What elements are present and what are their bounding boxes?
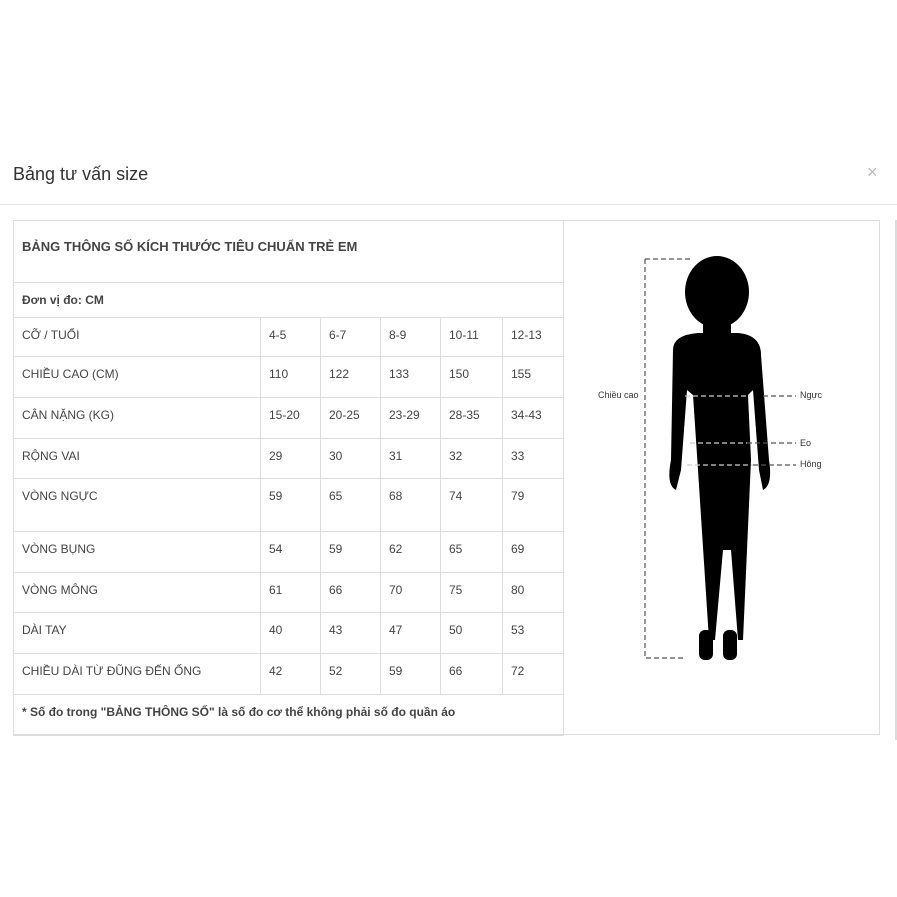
value-cell: 59	[260, 478, 321, 532]
label-waist: Eo	[800, 438, 811, 448]
value-cell: 72	[502, 653, 564, 695]
value-cell: 40	[260, 612, 321, 654]
value-cell: 29	[260, 438, 321, 479]
value-cell: 70	[380, 572, 441, 613]
value-cell: 8-9	[380, 317, 441, 357]
value-cell: 42	[260, 653, 321, 695]
divider	[0, 204, 897, 205]
row-label: DÀI TAY	[13, 612, 261, 654]
value-cell: 12-13	[502, 317, 564, 357]
row-label: VÒNG BỤNG	[13, 531, 261, 573]
value-cell: 34-43	[502, 397, 564, 439]
value-cell: 65	[320, 478, 381, 532]
scrollbar[interactable]	[895, 220, 897, 740]
value-cell: 10-11	[440, 317, 503, 357]
value-cell: 74	[440, 478, 503, 532]
row-label: CHIỀU CAO (CM)	[13, 356, 261, 398]
value-cell: 52	[320, 653, 381, 695]
value-cell: 75	[440, 572, 503, 613]
value-cell: 32	[440, 438, 503, 479]
unit-label: Đơn vị đo: CM	[13, 282, 564, 318]
table-row: CHIỀU CAO (CM) 110 122 133 150 155	[13, 356, 564, 398]
value-cell: 31	[380, 438, 441, 479]
body-measurement-figure: Chiều cao Ngực Eo Hông	[598, 256, 823, 660]
table-row: DÀI TAY 40 43 47 50 53	[13, 612, 564, 654]
value-cell: 62	[380, 531, 441, 573]
modal-title: Bảng tư vấn size	[13, 164, 149, 184]
table-row: VÒNG BỤNG 54 59 62 65 69	[13, 531, 564, 573]
value-cell: 66	[320, 572, 381, 613]
label-chest: Ngực	[800, 390, 823, 400]
value-cell: 79	[502, 478, 564, 532]
table-title: BẢNG THÔNG SỐ KÍCH THƯỚC TIÊU CHUẨN TRẺ …	[13, 220, 564, 283]
value-cell: 65	[440, 531, 503, 573]
value-cell: 122	[320, 356, 381, 398]
row-label: VÒNG MÔNG	[13, 572, 261, 613]
value-cell: 4-5	[260, 317, 321, 357]
table-row: VÒNG NGỰC 59 65 68 74 79	[13, 478, 564, 532]
row-label: CÂN NẶNG (KG)	[13, 397, 261, 439]
value-cell: 47	[380, 612, 441, 654]
label-height: Chiều cao	[598, 390, 639, 400]
value-cell: 150	[440, 356, 503, 398]
value-cell: 110	[260, 356, 321, 398]
value-cell: 66	[440, 653, 503, 695]
value-cell: 15-20	[260, 397, 321, 439]
value-cell: 50	[440, 612, 503, 654]
row-label: CỠ / TUỔI	[13, 317, 261, 357]
table-row: CHIỀU DÀI TỪ ĐŨNG ĐẾN ỐNG 42 52 59 66 72	[13, 653, 564, 695]
size-table: BẢNG THÔNG SỐ KÍCH THƯỚC TIÊU CHUẨN TRẺ …	[13, 220, 564, 736]
row-label: VÒNG NGỰC	[13, 478, 261, 532]
row-label: CHIỀU DÀI TỪ ĐŨNG ĐẾN ỐNG	[13, 653, 261, 695]
value-cell: 43	[320, 612, 381, 654]
table-row: CỠ / TUỔI 4-5 6-7 8-9 10-11 12-13	[13, 317, 564, 357]
row-label: RỘNG VAI	[13, 438, 261, 479]
value-cell: 68	[380, 478, 441, 532]
table-row: CÂN NẶNG (KG) 15-20 20-25 23-29 28-35 34-43	[13, 397, 564, 439]
value-cell: 6-7	[320, 317, 381, 357]
value-cell: 20-25	[320, 397, 381, 439]
value-cell: 80	[502, 572, 564, 613]
value-cell: 28-35	[440, 397, 503, 439]
table-row: VÒNG MÔNG 61 66 70 75 80	[13, 572, 564, 613]
value-cell: 59	[380, 653, 441, 695]
label-hip: Hông	[800, 459, 822, 469]
value-cell: 33	[502, 438, 564, 479]
value-cell: 155	[502, 356, 564, 398]
close-icon[interactable]: ×	[867, 162, 878, 182]
child-silhouette	[669, 256, 771, 660]
value-cell: 54	[260, 531, 321, 573]
value-cell: 53	[502, 612, 564, 654]
value-cell: 59	[320, 531, 381, 573]
table-row: RỘNG VAI 29 30 31 32 33	[13, 438, 564, 479]
footnote: * Số đo trong "BẢNG THÔNG SỐ" là số đo c…	[13, 694, 564, 736]
value-cell: 69	[502, 531, 564, 573]
value-cell: 61	[260, 572, 321, 613]
value-cell: 30	[320, 438, 381, 479]
value-cell: 23-29	[380, 397, 441, 439]
value-cell: 133	[380, 356, 441, 398]
